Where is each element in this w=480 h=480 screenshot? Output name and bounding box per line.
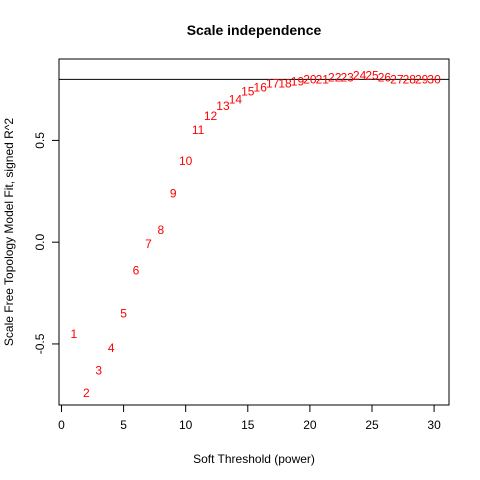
data-point-label: 5 [120, 306, 127, 320]
data-point-label: 1 [71, 327, 78, 341]
x-tick-label: 15 [241, 418, 255, 432]
y-tick-label: 0.5 [33, 132, 47, 149]
data-point-label: 3 [95, 363, 102, 377]
data-point-label: 30 [427, 72, 441, 86]
x-axis-label: Soft Threshold (power) [193, 452, 315, 466]
x-tick-label: 0 [58, 418, 65, 432]
data-point-label: 2 [83, 386, 90, 400]
x-tick-label: 20 [303, 418, 317, 432]
x-tick-label: 5 [120, 418, 127, 432]
data-point-label: 11 [192, 123, 205, 137]
x-tick-label: 10 [179, 418, 193, 432]
data-point-label: 4 [108, 341, 115, 355]
data-point-label: 7 [145, 237, 152, 251]
data-point-label: 8 [158, 223, 165, 237]
y-tick-label: 0.0 [33, 234, 47, 251]
data-point-label: 6 [133, 264, 140, 278]
x-tick-label: 25 [365, 418, 379, 432]
y-axis-label: Scale Free Topology Model Fit, signed R^… [2, 118, 16, 347]
data-point-label: 10 [179, 154, 193, 168]
x-tick-label: 30 [427, 418, 441, 432]
y-tick-label: -0.5 [33, 333, 47, 354]
y-axis: -0.5 0.0 0.5 [33, 132, 59, 355]
data-point-label: 9 [170, 186, 177, 200]
x-axis: 0 5 10 15 20 25 30 [58, 405, 441, 432]
chart-title: Scale independence [187, 22, 322, 38]
plot-frame [59, 59, 449, 405]
